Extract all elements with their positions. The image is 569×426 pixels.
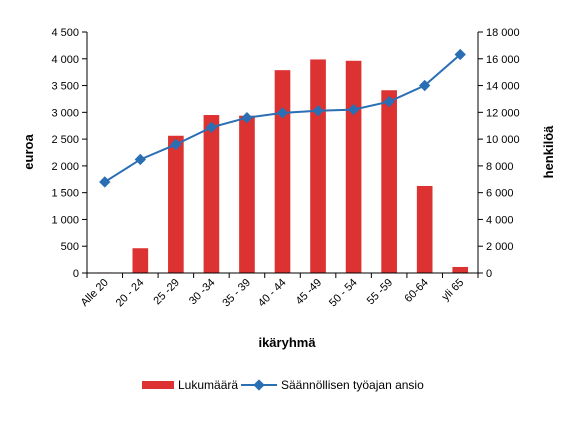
bar	[274, 70, 291, 274]
x-axis-title: ikäryhmä	[258, 335, 316, 350]
left-tick-label: 3 000	[51, 107, 79, 119]
right-tick-label: 2 000	[486, 241, 514, 253]
right-tick-label: 0	[486, 268, 492, 280]
line-point	[134, 153, 146, 166]
y-left-axis-title: euroa	[21, 134, 36, 170]
left-axis: 0 500 1 000 1 500 2 000 2 500 3 000 3 500 4 000 4…	[51, 27, 87, 280]
right-tick-label: 6 000	[486, 188, 514, 200]
right-tick-label: 12 000	[486, 107, 520, 119]
x-tick-label: 40 - 44	[256, 277, 289, 310]
x-tick-label: 20 - 24	[114, 277, 147, 310]
line-point	[99, 176, 111, 188]
left-tick-label: 4 000	[51, 54, 79, 66]
right-axis: 0 2 000 4 000 6 000 8 000 10 000 12 000 14 000 1…	[478, 27, 520, 280]
right-tick-label: 10 000	[486, 134, 520, 146]
x-tick-label: 60-64	[402, 277, 430, 305]
x-tick-label: 45 -49	[294, 277, 325, 308]
y-right-axis-title: henkilöä	[541, 125, 556, 179]
bar	[416, 185, 433, 273]
x-tick-label: 30 -34	[187, 277, 218, 308]
left-tick-label: 0	[73, 268, 79, 280]
right-tick-label: 8 000	[486, 161, 514, 173]
legend-label-line: Säännöllisen työajan ansio	[281, 378, 424, 392]
line-point	[454, 48, 466, 61]
bar	[132, 248, 149, 273]
bar	[310, 59, 326, 274]
legend-label-bars: Lukumäärä	[178, 378, 238, 392]
bar	[452, 266, 469, 273]
legend-swatch-bars	[142, 381, 174, 389]
left-tick-label: 2 000	[51, 161, 79, 173]
x-axis: Alle 20 20 - 24 25 -29 30 -34 35 - 39 40 - 44…	[79, 273, 479, 310]
legend-marker-line	[253, 379, 265, 391]
right-tick-label: 4 000	[486, 214, 514, 226]
bar	[345, 60, 362, 274]
x-tick-label: yli 65	[440, 277, 467, 304]
right-tick-label: 18 000	[486, 27, 520, 39]
bar	[239, 115, 255, 273]
x-tick-label: 25 -29	[151, 277, 182, 308]
left-tick-label: 1 000	[51, 214, 79, 226]
left-tick-label: 1 500	[51, 188, 79, 200]
bar	[381, 90, 397, 273]
left-tick-label: 500	[61, 241, 79, 253]
left-tick-label: 4 500	[51, 27, 79, 39]
x-tick-label: 50 - 54	[327, 277, 360, 310]
right-tick-label: 14 000	[486, 81, 520, 93]
left-tick-label: 3 500	[51, 81, 79, 93]
plot-area	[86, 32, 479, 274]
bar	[203, 115, 220, 273]
right-tick-label: 16 000	[486, 54, 520, 66]
left-tick-label: 2 500	[51, 134, 79, 146]
legend: Lukumäärä Säännöllisen työajan ansio	[142, 378, 424, 392]
x-tick-label: 35 - 39	[220, 277, 253, 310]
x-tick-label: 55 -59	[365, 277, 396, 308]
line-point	[170, 138, 182, 151]
bar	[168, 135, 184, 273]
x-tick-label: Alle 20	[79, 277, 111, 309]
